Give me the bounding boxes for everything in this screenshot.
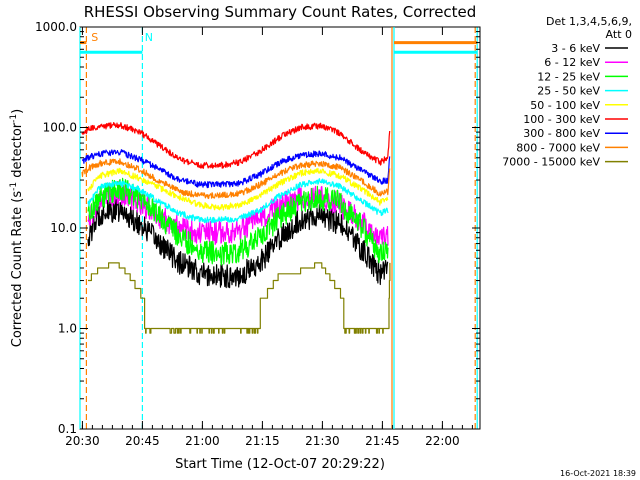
legend-label-8: 7000 - 15000 keV bbox=[502, 156, 600, 169]
x-axis-label: Start Time (12-Oct-07 20:29:22) bbox=[175, 457, 385, 472]
legend-header-0: Det 1,3,4,5,6,9, bbox=[546, 15, 632, 28]
legend-label-6: 300 - 800 keV bbox=[523, 127, 600, 140]
x-tick-label-6: 22:00 bbox=[425, 434, 460, 448]
legend-label-7: 800 - 7000 keV bbox=[516, 141, 600, 154]
series-line-3 bbox=[87, 178, 389, 224]
series-line-0 bbox=[87, 198, 389, 289]
legend-label-5: 100 - 300 keV bbox=[523, 113, 600, 126]
series-line-7 bbox=[81, 158, 391, 200]
x-tick-label-2: 21:00 bbox=[185, 434, 220, 448]
legend-label-2: 12 - 25 keV bbox=[537, 70, 600, 83]
y-tick-label-1: 1.0 bbox=[58, 322, 77, 336]
x-tick-label-1: 20:45 bbox=[125, 434, 160, 448]
y-tick-label-4: 1000.0 bbox=[35, 20, 77, 34]
annotation-1: N bbox=[145, 31, 153, 44]
series-lines bbox=[81, 122, 391, 334]
legend-label-0: 3 - 6 keV bbox=[551, 42, 600, 55]
x-tick-label-5: 21:45 bbox=[365, 434, 400, 448]
series-line-5 bbox=[81, 122, 391, 169]
series-line-2 bbox=[87, 177, 389, 266]
series-line-4 bbox=[87, 167, 389, 211]
x-tick-label-0: 20:30 bbox=[65, 434, 100, 448]
legend-label-1: 6 - 12 keV bbox=[544, 56, 600, 69]
generated-timestamp: 16-Oct-2021 18:39 bbox=[560, 469, 636, 478]
series-line-6 bbox=[81, 149, 391, 189]
x-tick-label-3: 21:15 bbox=[245, 434, 280, 448]
annotation-0: S bbox=[91, 31, 98, 44]
y-tick-label-0: 0.1 bbox=[58, 422, 77, 436]
axes: 20:30 20:45 21:00 21:15 21:30 21:45 22:00 0.1 1.… bbox=[35, 20, 480, 448]
y-axis-label: Corrected Count Rate (s-1 detector-1) bbox=[9, 109, 25, 347]
legend-label-3: 25 - 50 keV bbox=[537, 85, 600, 98]
chart-title: RHESSI Observing Summary Count Rates, Co… bbox=[84, 3, 477, 21]
legend-label-4: 50 - 100 keV bbox=[530, 99, 600, 112]
y-tick-label-2: 10.0 bbox=[50, 221, 77, 235]
legend-header-1: Att 0 bbox=[606, 28, 632, 41]
series-line-8 bbox=[87, 262, 391, 334]
x-tick-label-4: 21:30 bbox=[305, 434, 340, 448]
y-tick-label-3: 100.0 bbox=[43, 121, 77, 135]
